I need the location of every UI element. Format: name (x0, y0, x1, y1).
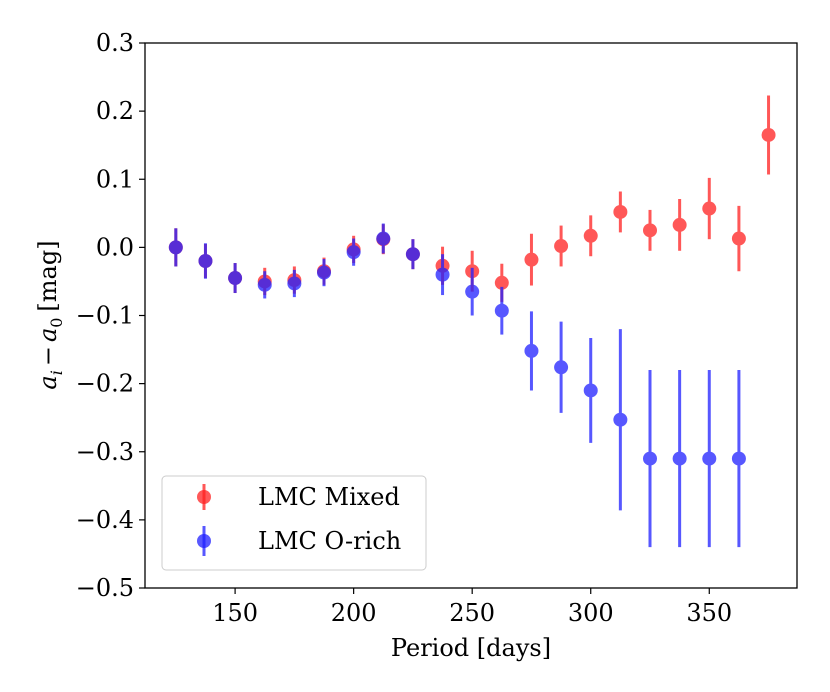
legend-marker-orich (197, 534, 211, 548)
data-point (672, 451, 687, 466)
data-point (731, 231, 746, 246)
y-tick-label: 0.2 (96, 97, 134, 125)
data-point (198, 254, 213, 268)
y-tick-label: 0.3 (96, 29, 134, 57)
legend-label-orich: LMC O-rich (258, 527, 401, 555)
data-point (524, 252, 539, 267)
data-point (613, 204, 628, 219)
data-point (613, 412, 628, 427)
data-point (583, 228, 598, 243)
data-point (643, 223, 658, 238)
x-tick-label: 300 (568, 599, 614, 627)
data-point (465, 284, 480, 299)
legend-marker-mixed (197, 490, 211, 504)
ticks-layer: 150 200 250 300 350 −0.5 −0.4 −0.3 −0.2 −0.1 0.0 0.… (76, 29, 732, 627)
y-axis-title: ai−a0[mag] (34, 240, 66, 389)
data-point (228, 271, 243, 286)
series-lmc-o-rich (168, 223, 746, 548)
data-point (317, 265, 332, 280)
y-tick-label: −0.4 (76, 506, 134, 534)
x-tick-label: 250 (449, 599, 495, 627)
legend-label-mixed: LMC Mixed (258, 483, 400, 511)
x-tick-label: 200 (331, 599, 377, 627)
x-tick-label: 150 (212, 599, 258, 627)
data-point (405, 247, 420, 262)
y-tick-label: −0.2 (76, 370, 134, 398)
data-point (761, 127, 776, 142)
legend-box (161, 475, 427, 571)
data-point (435, 267, 450, 282)
data-point (554, 239, 569, 254)
data-point (524, 343, 539, 358)
data-point (257, 277, 272, 292)
data-point (554, 360, 569, 375)
data-point (376, 231, 391, 246)
data-point (494, 303, 509, 318)
data-point (702, 201, 717, 216)
series-layer (168, 95, 776, 548)
legend: LMC Mixed LMC O-rich (161, 475, 427, 571)
y-tick-label: −0.5 (76, 574, 134, 602)
legend-entry-lmc-mixed: LMC Mixed (197, 483, 400, 511)
y-tick-label: 0.0 (96, 233, 134, 261)
legend-entry-lmc-o-rich: LMC O-rich (197, 526, 401, 556)
data-point (287, 276, 302, 291)
data-point (672, 217, 687, 232)
y-tick-label: −0.3 (76, 438, 134, 466)
data-point (168, 240, 183, 255)
data-point (702, 451, 717, 466)
data-point (731, 451, 746, 466)
data-point (643, 451, 658, 466)
data-point (494, 275, 509, 290)
x-tick-label: 350 (686, 599, 732, 627)
data-point (583, 383, 598, 398)
y-tick-label: 0.1 (96, 165, 134, 193)
x-axis-title: Period [days] (391, 634, 551, 662)
y-tick-label: −0.1 (76, 302, 134, 330)
plot-frame (144, 42, 798, 589)
data-point (346, 245, 361, 260)
